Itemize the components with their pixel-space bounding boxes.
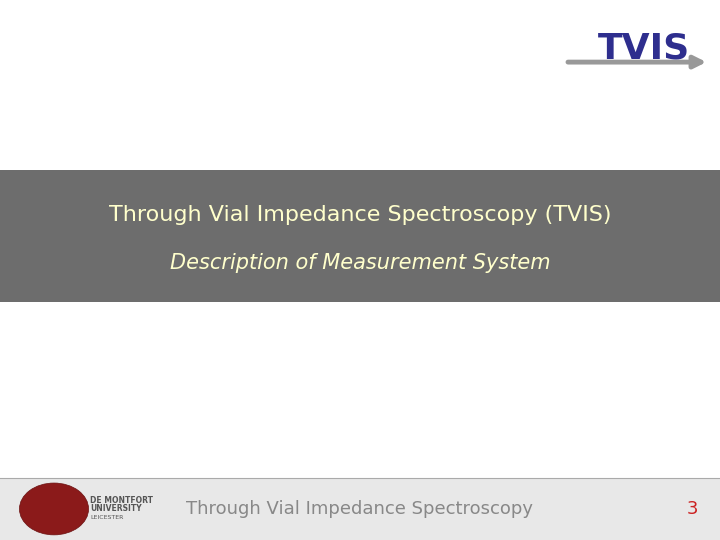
Bar — [0, 478, 720, 540]
Text: LEICESTER: LEICESTER — [90, 515, 123, 519]
Text: Through Vial Impedance Spectroscopy: Through Vial Impedance Spectroscopy — [186, 500, 534, 518]
Bar — [0, 170, 720, 302]
Text: Description of Measurement System: Description of Measurement System — [170, 253, 550, 273]
Text: TVIS: TVIS — [598, 32, 690, 65]
Text: 3: 3 — [687, 500, 698, 518]
Text: DE MONTFORT: DE MONTFORT — [90, 496, 153, 505]
Text: UNIVERSITY: UNIVERSITY — [90, 504, 142, 514]
Circle shape — [19, 483, 89, 535]
Text: Through Vial Impedance Spectroscopy (TVIS): Through Vial Impedance Spectroscopy (TVI… — [109, 205, 611, 225]
